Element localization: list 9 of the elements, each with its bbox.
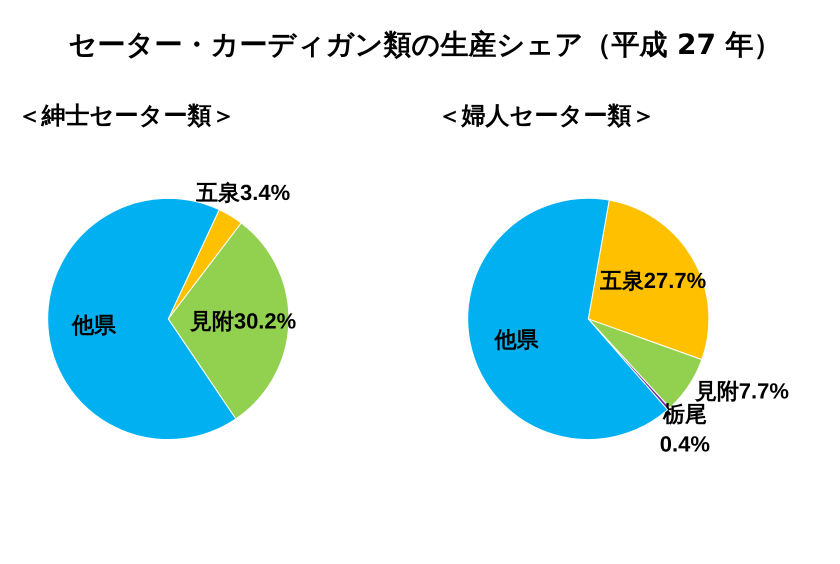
slice-label: 他県 [493, 326, 540, 352]
chart-subtitle: ＜婦人セーター類＞ [438, 102, 656, 130]
slice-label: 栃尾 [662, 401, 707, 426]
slice-label: 他県 [70, 312, 117, 338]
slice-label: 見附7.7% [694, 378, 789, 404]
slice-label: 五泉3.4% [195, 180, 290, 206]
chart-subtitle: ＜紳士セーター類＞ [18, 102, 236, 130]
data-label: 0.4% [660, 431, 710, 456]
text: セーター・カーディガン類の生産シェア（平成 27 年） [68, 27, 782, 63]
